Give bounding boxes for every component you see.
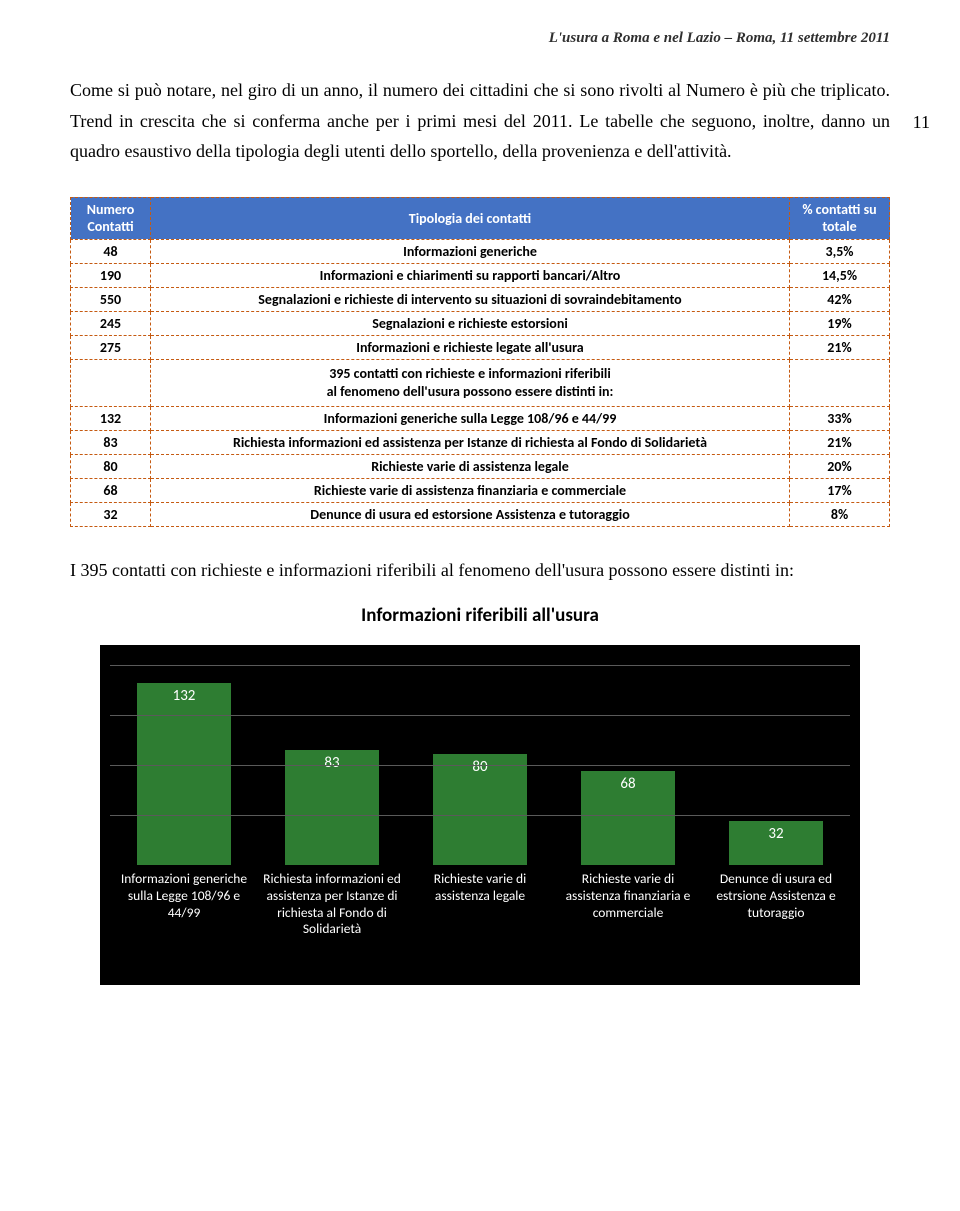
- table-cell: 19%: [790, 311, 890, 335]
- chart-gridline: [110, 765, 850, 766]
- sub-head-line1: 395 contatti con richieste e informazion…: [329, 365, 611, 382]
- bar: [137, 683, 232, 865]
- table-cell: Informazioni e chiarimenti su rapporti b…: [151, 263, 790, 287]
- bar-chart: 132 83 80 68 32 Informazioni generiche sulla…: [100, 645, 860, 985]
- table-cell: 8%: [790, 503, 890, 527]
- table-row: 48Informazioni generiche3,5%: [71, 239, 890, 263]
- bar-value-label: 80: [472, 758, 487, 776]
- chart-gridline: [110, 815, 850, 816]
- paragraph-2: I 395 contatti con richieste e informazi…: [70, 555, 890, 586]
- table-cell: 17%: [790, 479, 890, 503]
- table-cell: Segnalazioni e richieste estorsioni: [151, 311, 790, 335]
- table-cell: Informazioni generiche: [151, 239, 790, 263]
- table-cell: Informazioni generiche sulla Legge 108/9…: [151, 407, 790, 431]
- bar-value-label: 83: [324, 754, 339, 772]
- chart-gridline: [110, 715, 850, 716]
- sub-head-line2: al fenomeno dell'usura possono essere di…: [327, 383, 614, 400]
- document-header: L'usura a Roma e nel Lazio – Roma, 11 se…: [70, 30, 890, 47]
- bar-value-label: 68: [620, 775, 635, 793]
- chart-gridline: [110, 665, 850, 666]
- th-tipologia: Tipologia dei contatti: [151, 197, 790, 239]
- table-row: 83Richiesta informazioni ed assistenza p…: [71, 431, 890, 455]
- contacts-table: Numero Contatti Tipologia dei contatti %…: [70, 197, 890, 527]
- table-cell: Segnalazioni e richieste di intervento s…: [151, 287, 790, 311]
- bar-value-label: 132: [173, 687, 196, 705]
- table-cell: 20%: [790, 455, 890, 479]
- table-row: 68Richieste varie di assistenza finanzia…: [71, 479, 890, 503]
- table-cell: Informazioni e richieste legate all'usur…: [151, 335, 790, 359]
- table-row: 245Segnalazioni e richieste estorsioni19…: [71, 311, 890, 335]
- table-cell: 3,5%: [790, 239, 890, 263]
- table-cell: 80: [71, 455, 151, 479]
- table-row: 32Denunce di usura ed estorsione Assiste…: [71, 503, 890, 527]
- table-cell: 275: [71, 335, 151, 359]
- bar-value-label: 32: [768, 825, 783, 843]
- table-cell: 190: [71, 263, 151, 287]
- table-row: 275Informazioni e richieste legate all'u…: [71, 335, 890, 359]
- bar-category-label: Richiesta informazioni ed assistenza per…: [258, 871, 406, 939]
- bar-category-label: Richieste varie di assistenza legale: [406, 871, 554, 939]
- table-cell: 33%: [790, 407, 890, 431]
- table-cell: 132: [71, 407, 151, 431]
- table-sub-header: 395 contatti con richieste e informazion…: [71, 359, 890, 406]
- table-cell: 550: [71, 287, 151, 311]
- table-cell: 245: [71, 311, 151, 335]
- table-cell: 68: [71, 479, 151, 503]
- chart-container: Informazioni riferibili all'usura 132 83 8…: [100, 604, 860, 985]
- table-row: 550Segnalazioni e richieste di intervent…: [71, 287, 890, 311]
- th-numero: Numero Contatti: [71, 197, 151, 239]
- table-row: 132Informazioni generiche sulla Legge 10…: [71, 407, 890, 431]
- bar-category-label: Informazioni generiche sulla Legge 108/9…: [110, 871, 258, 939]
- bar-category-label: Denunce di usura ed estrsione Assistenza…: [702, 871, 850, 939]
- table-cell: 83: [71, 431, 151, 455]
- page-number: 11: [913, 107, 930, 138]
- table-cell: Richiesta informazioni ed assistenza per…: [151, 431, 790, 455]
- table-cell: Richieste varie di assistenza legale: [151, 455, 790, 479]
- table-cell: 14,5%: [790, 263, 890, 287]
- table-cell: Denunce di usura ed estorsione Assistenz…: [151, 503, 790, 527]
- table-cell: Richieste varie di assistenza finanziari…: [151, 479, 790, 503]
- table-cell: 21%: [790, 335, 890, 359]
- paragraph-1: Come si può notare, nel giro di un anno,…: [70, 75, 890, 167]
- table-row: 190Informazioni e chiarimenti su rapport…: [71, 263, 890, 287]
- table-cell: 48: [71, 239, 151, 263]
- bar-category-label: Richieste varie di assistenza finanziari…: [554, 871, 702, 939]
- table-cell: 42%: [790, 287, 890, 311]
- table-cell: 32: [71, 503, 151, 527]
- chart-title: Informazioni riferibili all'usura: [100, 604, 860, 627]
- paragraph-1-text: Come si può notare, nel giro di un anno,…: [70, 80, 890, 161]
- table-row: 80Richieste varie di assistenza legale20…: [71, 455, 890, 479]
- table-cell: 21%: [790, 431, 890, 455]
- th-percent: % contatti su totale: [790, 197, 890, 239]
- table-header-row: Numero Contatti Tipologia dei contatti %…: [71, 197, 890, 239]
